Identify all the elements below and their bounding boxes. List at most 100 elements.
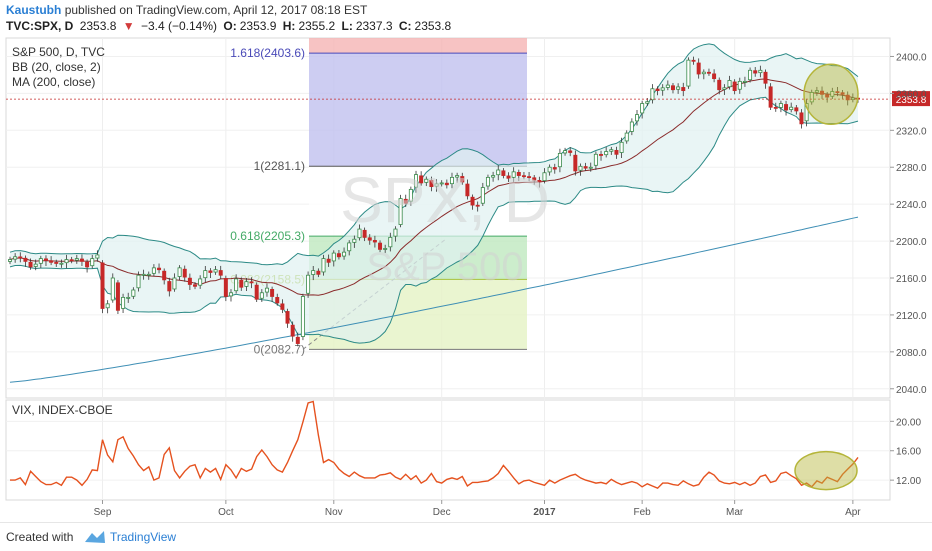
candle <box>336 249 341 260</box>
candle-body <box>748 69 753 81</box>
candle <box>23 255 28 267</box>
candle-body <box>691 59 696 62</box>
candle <box>789 102 794 113</box>
candle-body <box>414 174 419 188</box>
candle <box>588 162 593 172</box>
candle <box>218 265 223 279</box>
candle <box>748 67 753 83</box>
candle-body <box>429 179 434 188</box>
candle <box>845 91 850 106</box>
candle-body <box>599 154 604 156</box>
candle-body <box>121 296 126 309</box>
candle-body <box>681 87 686 92</box>
candle-body <box>115 282 120 311</box>
candle-body <box>167 281 172 292</box>
candle-body <box>218 270 223 276</box>
author-link[interactable]: Kaustubh <box>6 3 62 17</box>
price-chart[interactable]: 1.618(2403.6)1(2281.1)0.618(2205.3)0.382… <box>0 0 932 522</box>
candle <box>424 176 429 187</box>
candle <box>455 172 460 183</box>
candle-body <box>624 132 629 142</box>
candle-body <box>23 257 28 262</box>
candle <box>593 151 598 170</box>
candle-body <box>326 258 331 263</box>
candle-body <box>105 303 110 309</box>
candle-body <box>655 88 660 92</box>
candle <box>784 100 789 116</box>
candle <box>172 273 177 292</box>
candle-body <box>701 71 706 75</box>
x-tick-label: Nov <box>325 507 343 518</box>
candle-body <box>640 103 645 114</box>
candle <box>485 174 490 190</box>
candle-body <box>563 150 568 154</box>
candle <box>809 89 814 105</box>
tradingview-logo-icon[interactable] <box>84 530 106 544</box>
candle-body <box>475 204 480 207</box>
candle <box>306 271 311 298</box>
candle-body <box>578 165 583 171</box>
candle <box>69 256 74 264</box>
candle <box>388 232 393 252</box>
candle-body <box>79 258 84 262</box>
candle <box>311 266 316 281</box>
candle-body <box>54 262 59 264</box>
candle <box>331 250 336 267</box>
candle-body <box>619 141 624 153</box>
candle-body <box>141 273 146 276</box>
fib-level-label: 1.618(2403.6) <box>230 46 305 60</box>
candle-body <box>496 169 501 176</box>
candle <box>239 277 244 291</box>
candle <box>706 68 711 76</box>
candle-body <box>542 172 547 182</box>
candle <box>619 137 624 159</box>
candle-body <box>537 180 542 183</box>
candle <box>830 87 835 100</box>
candle-body <box>229 292 233 297</box>
close-value: 2353.8 <box>414 19 452 33</box>
candle <box>465 179 470 200</box>
candle <box>496 165 501 181</box>
candle-body <box>840 92 845 95</box>
candle-body <box>38 258 43 264</box>
candle <box>223 275 228 302</box>
legend-vix: VIX, INDEX-CBOE <box>12 403 113 417</box>
candle <box>249 277 254 289</box>
candle-body <box>470 196 475 206</box>
bollinger-bands <box>9 43 859 344</box>
candle <box>74 254 79 264</box>
tradingview-brand-link[interactable]: TradingView <box>110 530 177 544</box>
candle-body <box>650 88 655 101</box>
down-arrow-icon: ▼ <box>122 19 135 33</box>
candle-body <box>717 79 722 91</box>
candle-body <box>635 114 639 122</box>
candle-body <box>136 274 141 289</box>
candle <box>475 201 480 212</box>
candle-body <box>727 80 732 88</box>
vix-line <box>10 400 859 490</box>
candle-body <box>465 183 470 197</box>
fib-zone-top <box>309 38 527 54</box>
candle <box>444 179 449 189</box>
candle <box>151 264 156 277</box>
candle <box>300 293 305 341</box>
candle <box>609 146 614 155</box>
candle <box>213 266 218 275</box>
candle-body <box>516 171 521 176</box>
candle <box>362 227 367 242</box>
candle-body <box>316 270 321 275</box>
annotations <box>794 63 859 491</box>
candle-body <box>676 86 681 90</box>
candle-body <box>732 81 737 92</box>
candle <box>193 281 198 290</box>
candle-body <box>809 92 814 103</box>
candle <box>449 172 454 189</box>
candle <box>316 268 321 278</box>
candle <box>470 194 475 210</box>
candle <box>59 259 64 268</box>
candle-body <box>95 254 100 259</box>
symbol-label[interactable]: TVC:SPX, D <box>6 19 74 33</box>
watermark-symbol: SPX, D <box>340 164 550 236</box>
candle-body <box>419 175 424 184</box>
open-value: 2353.9 <box>239 19 277 33</box>
